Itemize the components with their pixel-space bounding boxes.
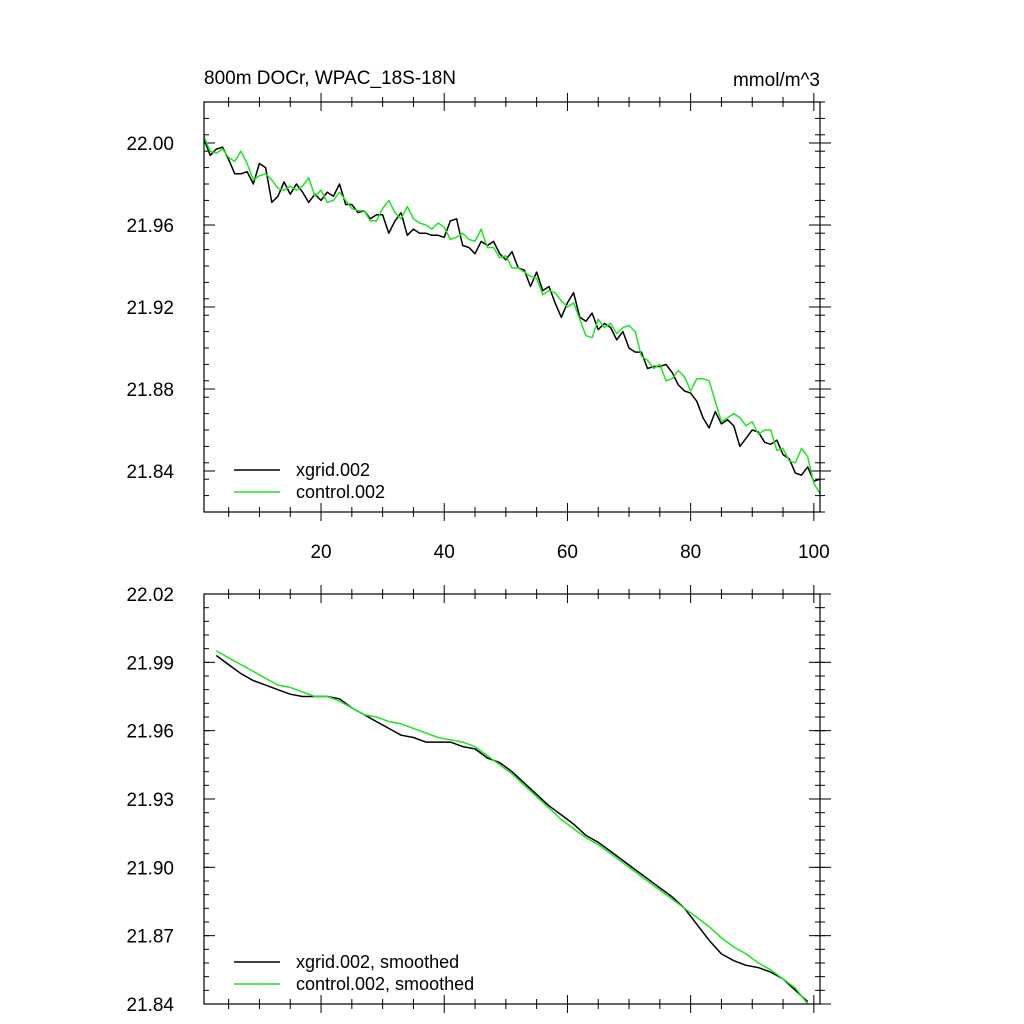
top-ytick-label: 22.00 <box>126 134 174 155</box>
legend-label-xgrid: xgrid.002 <box>296 460 370 480</box>
top-ytick-label: 21.84 <box>126 462 174 483</box>
bottom-plot-frame <box>203 593 821 1005</box>
top-series-control-002 <box>203 136 821 494</box>
bottom-panel: 21.84 21.87 21.90 21.93 21.96 21.99 22.02 xgri… <box>126 585 831 1016</box>
legend-label-control: control.002 <box>296 482 385 502</box>
bottom-ytick-label: 21.90 <box>126 858 174 879</box>
bottom-ytick-label: 21.96 <box>126 722 174 743</box>
top-ytick-label: 21.96 <box>126 216 174 237</box>
chart-title: 800m DOCr, WPAC_18S-18N <box>204 68 456 89</box>
bottom-series-xgrid-002-smoothed <box>215 654 809 1003</box>
top-xtick-label: 100 <box>798 542 830 563</box>
top-xtick-label: 60 <box>557 542 578 563</box>
legend-label-control-smoothed: control.002, smoothed <box>296 974 474 994</box>
bottom-ytick-label: 21.84 <box>126 995 174 1016</box>
units-label: mmol/m^3 <box>733 70 820 91</box>
legend-label-xgrid-smoothed: xgrid.002, smoothed <box>296 952 459 972</box>
top-ytick-label: 21.88 <box>126 380 174 401</box>
bottom-ytick-label: 22.02 <box>126 585 174 606</box>
top-ytick-label: 21.92 <box>126 298 174 319</box>
top-plot-frame <box>203 101 821 513</box>
bottom-ytick-label: 21.87 <box>126 927 174 948</box>
bottom-series-control-002-smoothed <box>215 650 809 1005</box>
top-xtick-label: 80 <box>680 542 701 563</box>
top-xtick-label: 40 <box>434 542 455 563</box>
top-xtick-label: 20 <box>310 542 331 563</box>
top-panel: 800m DOCr, WPAC_18S-18N mmol/m^3 20 40 60 8… <box>126 68 831 563</box>
top-series-xgrid-002 <box>203 138 821 482</box>
bottom-ytick-label: 21.93 <box>126 790 174 811</box>
bottom-legend: xgrid.002, smoothed control.002, smoothe… <box>234 952 474 994</box>
top-legend: xgrid.002 control.002 <box>234 460 385 502</box>
bottom-ytick-label: 21.99 <box>126 653 174 674</box>
